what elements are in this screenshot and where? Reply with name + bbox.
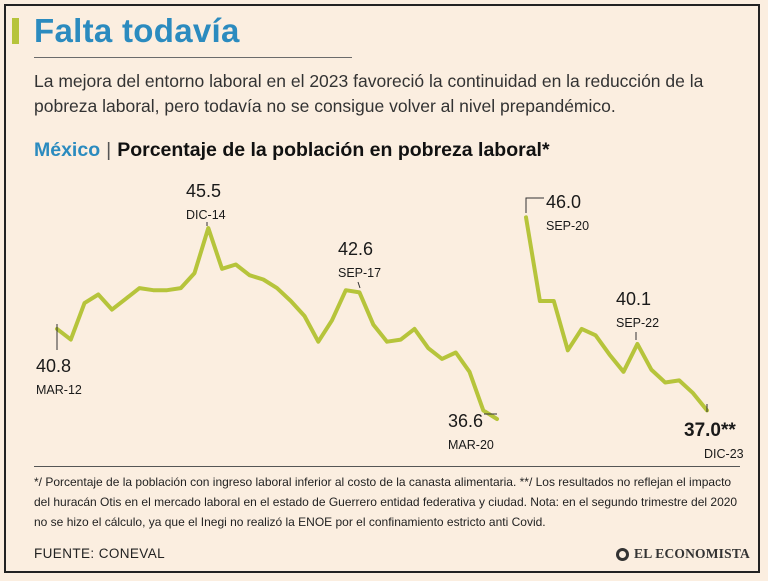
annotation-mar-12: 40.8 MAR-12 [36, 324, 82, 397]
data-point [608, 353, 611, 356]
data-point [413, 327, 416, 331]
data-point [275, 286, 279, 290]
annotation-sep-22: 40.1 SEP-22 [616, 289, 659, 340]
chart-country: México [34, 139, 101, 161]
infographic-frame [4, 4, 760, 573]
data-point [179, 286, 182, 290]
data-point [248, 274, 251, 277]
data-point [636, 342, 639, 346]
series-line-2 [524, 215, 709, 413]
data-point [482, 409, 485, 412]
infographic-subtitle: La mejora del entorno laboral en el 2023… [34, 71, 704, 116]
data-point [110, 308, 114, 311]
annotation-dic-23: 37.0** DIC-23 [684, 404, 744, 461]
data-point [538, 299, 542, 303]
data-point [97, 293, 100, 296]
data-point [234, 263, 237, 266]
annotation-period: MAR-20 [448, 438, 494, 452]
annotation-mar-20: 36.6 MAR-20 [448, 411, 497, 452]
data-point [580, 327, 583, 331]
annotation-value: 40.8 [36, 356, 71, 376]
data-point [152, 289, 155, 292]
chart-title: Porcentaje de la población en pobreza la… [117, 139, 550, 161]
brand-name: EL ECONOMISTA [634, 546, 750, 561]
annotation-value: 37.0** [684, 420, 736, 441]
annotation-period: SEP-17 [338, 266, 381, 280]
annotation-period: DIC-23 [704, 447, 744, 461]
data-point [399, 338, 402, 341]
data-point [165, 289, 169, 292]
data-point [594, 334, 597, 337]
data-point [650, 368, 653, 371]
data-point [138, 286, 141, 290]
infographic-title: Falta todavía [34, 12, 240, 49]
annotation-leader [525, 197, 544, 213]
data-point [358, 291, 361, 294]
data-point [495, 417, 499, 421]
series-line-1 [55, 226, 499, 421]
data-point [440, 357, 444, 361]
annotation-value: 42.6 [338, 239, 373, 259]
data-point [454, 351, 457, 354]
source-label: FUENTE: CONEVAL [34, 546, 166, 561]
data-point [262, 278, 265, 281]
title-divider [34, 57, 352, 58]
data-point [468, 370, 471, 373]
data-point [524, 216, 528, 219]
data-point [330, 319, 334, 322]
annotation-leader [357, 281, 361, 289]
chart-heading: México | Porcentaje de la población en pob… [34, 139, 550, 162]
annotation-period: MAR-12 [36, 383, 82, 397]
data-point [664, 381, 667, 384]
footnotes: */ Porcentaje de la población con ingres… [34, 475, 738, 529]
brand-mark-icon [616, 547, 629, 561]
data-point [552, 299, 556, 303]
data-point [289, 299, 292, 303]
notes-divider [34, 466, 740, 467]
title-accent-bar [12, 18, 19, 44]
annotation-value: 45.5 [186, 181, 221, 201]
data-point [317, 340, 320, 343]
annotation-sep-20: 46.0 SEP-20 [525, 192, 589, 233]
annotation-value: 40.1 [616, 289, 651, 309]
data-point [385, 340, 389, 343]
data-point [372, 323, 375, 326]
annotation-sep-17: 42.6 SEP-17 [338, 239, 381, 289]
annotation-period: SEP-22 [616, 316, 659, 330]
data-point [566, 349, 569, 352]
data-point [427, 346, 430, 350]
data-point [69, 338, 72, 341]
brand-logo: EL ECONOMISTA [616, 545, 750, 563]
annotation-period: SEP-20 [546, 219, 589, 233]
data-point [622, 370, 625, 373]
data-point [83, 301, 86, 305]
data-point [344, 289, 347, 292]
poverty-line-chart: 40.8 MAR-12 45.5 DIC-14 42.6 SEP-17 36.6 MAR-20… [36, 181, 744, 461]
data-point [691, 392, 695, 395]
annotation-value: 36.6 [448, 411, 483, 431]
annotation-period: DIC-14 [186, 208, 226, 222]
heading-separator: | [106, 139, 112, 161]
data-point [677, 379, 681, 382]
data-point [207, 226, 210, 230]
data-point [220, 267, 224, 270]
annotation-dic-14: 45.5 DIC-14 [186, 181, 226, 226]
data-point [193, 271, 196, 275]
data-point [303, 314, 306, 318]
annotation-value: 46.0 [546, 192, 581, 212]
data-point [124, 297, 127, 301]
